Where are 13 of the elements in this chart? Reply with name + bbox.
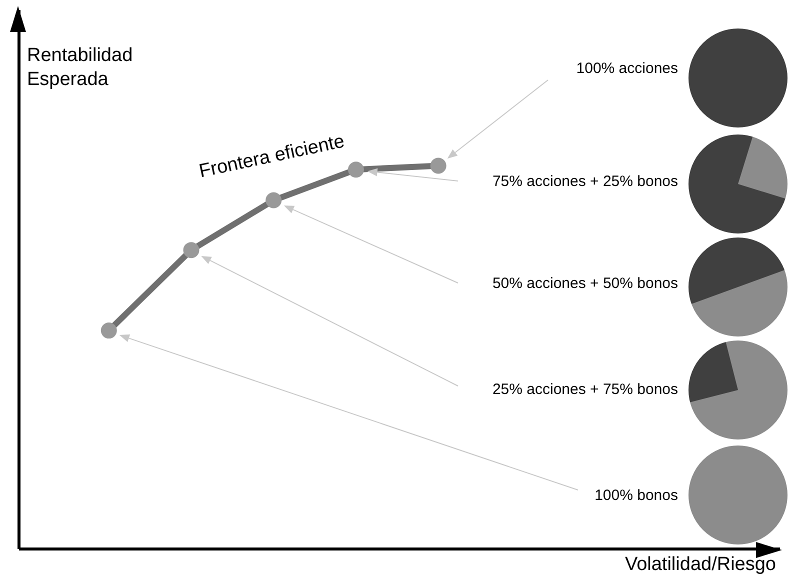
text: Frontera eficiente bbox=[197, 130, 346, 182]
text: 75% acciones + 25% bonos bbox=[492, 173, 678, 190]
text: 100% bonos bbox=[594, 487, 678, 504]
point bbox=[100, 322, 117, 339]
text: 100% acciones bbox=[576, 60, 678, 77]
y-axis-title: Rentabilidad Esperada bbox=[27, 44, 134, 92]
text: 50% acciones + 50% bonos bbox=[492, 275, 678, 292]
text: Volatilidad/Riesgo bbox=[624, 554, 776, 576]
point bbox=[430, 158, 446, 174]
point bbox=[183, 242, 200, 258]
point bbox=[348, 162, 364, 178]
point bbox=[266, 192, 282, 208]
text: 25% acciones + 75% bonos bbox=[492, 381, 678, 398]
